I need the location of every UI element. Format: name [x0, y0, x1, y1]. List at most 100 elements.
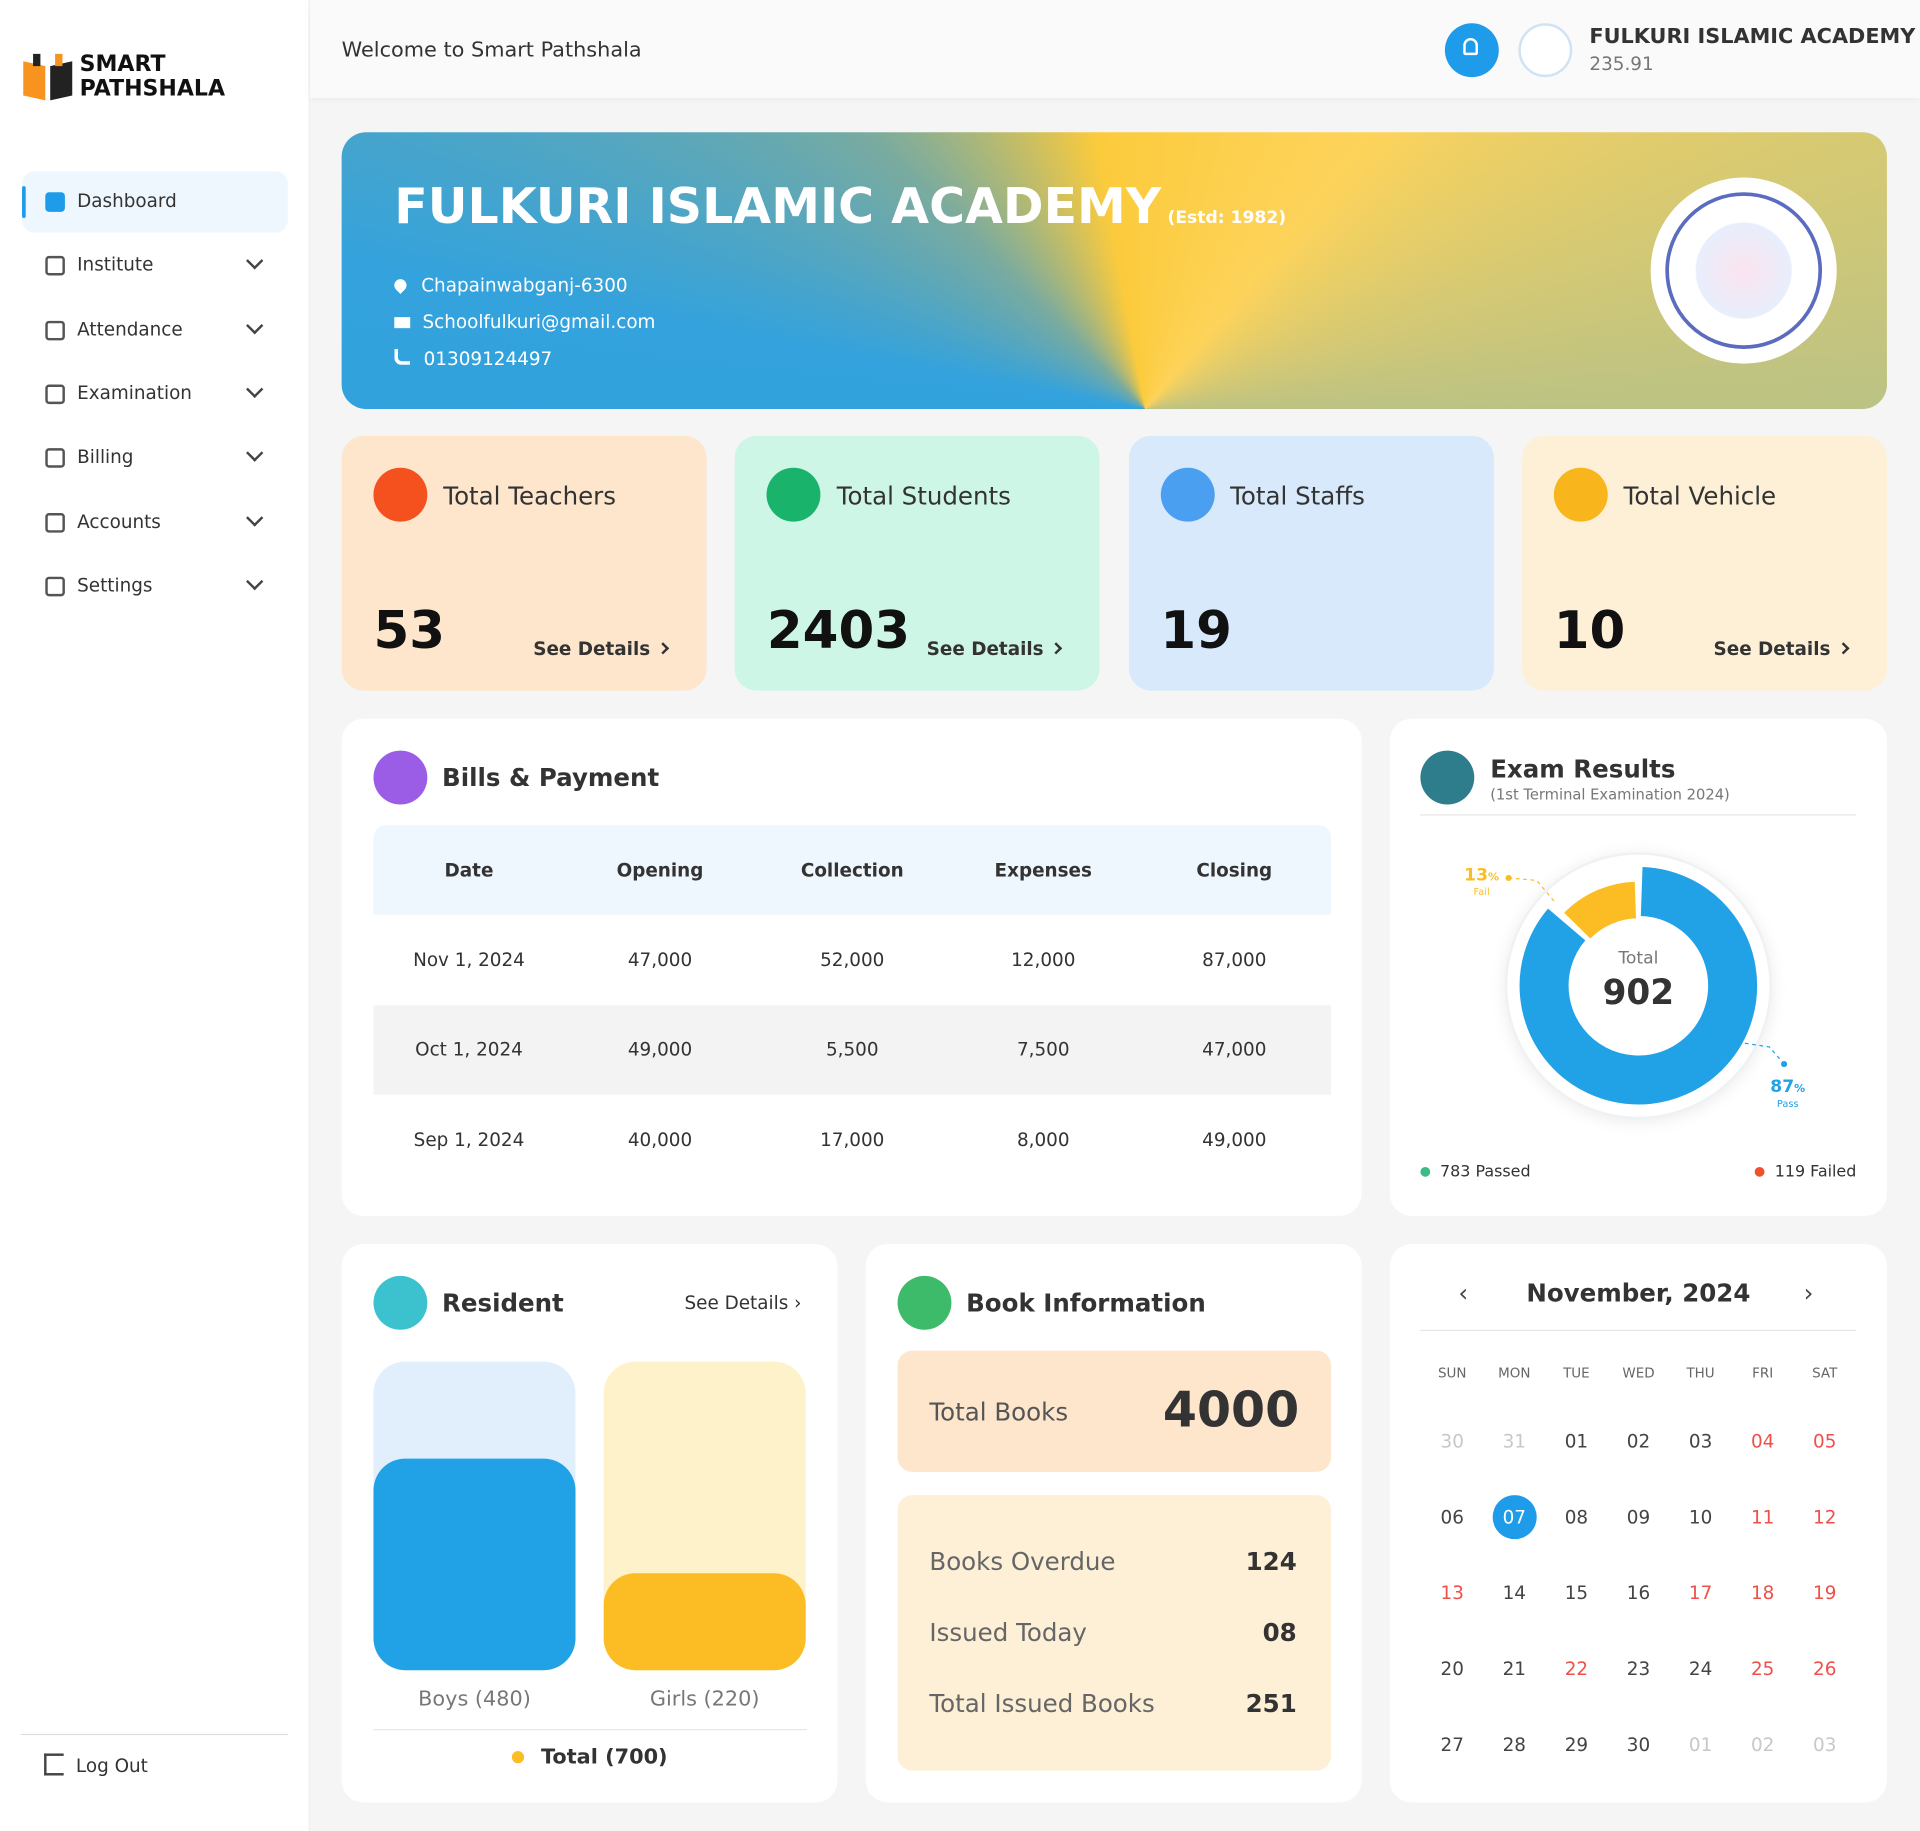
table-cell: 12,000 — [1011, 948, 1076, 972]
nav-item[interactable]: Dashboard — [22, 171, 288, 233]
pass-tag: Pass — [1777, 1099, 1799, 1110]
legend-dot — [1420, 1166, 1431, 1177]
day[interactable]: 10 — [1688, 1506, 1713, 1529]
welcome: Welcome to Smart Pathshala — [341, 37, 642, 63]
divider — [20, 1733, 288, 1736]
nav-label: Accounts — [77, 510, 161, 533]
address-text: Chapainwabganj-6300 — [421, 274, 628, 297]
school-name: FULKURI ISLAMIC ACADEMY — [1589, 24, 1916, 49]
see-details[interactable]: See Details › — [684, 1291, 802, 1314]
day[interactable]: 02 — [1750, 1733, 1775, 1756]
chevron — [246, 572, 264, 591]
bar-label: Girls (220) — [650, 1687, 760, 1711]
day[interactable]: 03 — [1688, 1430, 1713, 1453]
logo-icon — [23, 53, 73, 101]
brand: SMART PATHSHALA — [80, 52, 225, 102]
prev-month[interactable]: ‹ — [1458, 1278, 1469, 1308]
day[interactable]: 23 — [1626, 1657, 1651, 1681]
day[interactable]: 08 — [1564, 1506, 1589, 1529]
see-details[interactable]: See Details — [1714, 638, 1850, 660]
day[interactable]: 11 — [1750, 1506, 1775, 1529]
day[interactable]: 05 — [1813, 1430, 1837, 1453]
nav-item[interactable]: Settings — [22, 556, 288, 617]
nav-item[interactable]: Accounts — [22, 492, 288, 553]
day[interactable]: 24 — [1688, 1657, 1713, 1681]
fail-leader — [1508, 877, 1556, 903]
nav-icon — [45, 256, 65, 276]
day[interactable]: 09 — [1626, 1506, 1651, 1529]
day[interactable]: 19 — [1813, 1582, 1837, 1605]
column-header: Opening — [616, 859, 704, 882]
bills-title: Bills & Payment — [442, 762, 660, 793]
day[interactable]: 03 — [1813, 1733, 1837, 1756]
table-cell: Nov 1, 2024 — [413, 948, 525, 972]
header: Welcome to Smart Pathshala FULKURI ISLAM… — [309, 0, 1920, 98]
stat-value: 2403 — [766, 600, 911, 661]
day[interactable]: 27 — [1440, 1733, 1464, 1756]
resident-title: Resident — [442, 1288, 564, 1318]
day[interactable]: 21 — [1502, 1657, 1527, 1681]
address: Chapainwabganj-6300 — [391, 267, 655, 304]
day[interactable]: 12 — [1813, 1506, 1837, 1529]
divider — [373, 1728, 807, 1731]
banner-title: FULKURI ISLAMIC ACADEMY (Estd: 1982) — [394, 179, 1286, 235]
day[interactable]: 01 — [1688, 1733, 1713, 1756]
day[interactable]: 31 — [1502, 1430, 1527, 1453]
day[interactable]: 04 — [1750, 1430, 1775, 1453]
day[interactable]: 29 — [1564, 1733, 1589, 1756]
selected-day — [1492, 1495, 1537, 1540]
stat-icon — [373, 467, 428, 522]
day[interactable]: 13 — [1440, 1582, 1464, 1605]
table-cell: 47,000 — [1202, 1038, 1267, 1061]
chevron — [246, 444, 264, 462]
day[interactable]: 15 — [1564, 1582, 1589, 1605]
nav-icon — [45, 320, 65, 340]
day[interactable]: 26 — [1813, 1657, 1837, 1681]
day[interactable]: 28 — [1502, 1733, 1527, 1756]
day[interactable]: 02 — [1626, 1430, 1651, 1453]
see-details[interactable]: See Details — [533, 638, 670, 660]
day[interactable]: 16 — [1626, 1582, 1651, 1605]
day[interactable]: 20 — [1440, 1657, 1464, 1681]
logout-icon — [44, 1753, 64, 1776]
day[interactable]: 06 — [1440, 1506, 1464, 1529]
weekday: MON — [1498, 1365, 1531, 1382]
bar-label: Boys (480) — [418, 1687, 531, 1711]
nav-item[interactable]: Institute — [22, 235, 288, 296]
nav-item[interactable]: Attendance — [22, 300, 288, 361]
table-cell: 47,000 — [627, 948, 693, 972]
column-header: Closing — [1196, 859, 1273, 882]
day[interactable]: 07 — [1502, 1506, 1527, 1529]
day[interactable]: 17 — [1688, 1582, 1713, 1605]
see-details[interactable]: See Details — [927, 638, 1063, 660]
resident-icon — [373, 1275, 428, 1330]
day[interactable]: 18 — [1750, 1582, 1775, 1605]
active-indicator — [22, 186, 26, 218]
day[interactable]: 14 — [1502, 1582, 1527, 1605]
next-month[interactable]: › — [1803, 1278, 1814, 1308]
stat-icon — [1160, 467, 1215, 522]
weekday: THU — [1686, 1365, 1715, 1382]
nav-icon — [45, 576, 65, 597]
total-label: Total (700) — [540, 1744, 668, 1770]
day[interactable]: 25 — [1750, 1657, 1775, 1681]
email: Schoolfulkuri@gmail.com — [394, 304, 655, 341]
day[interactable]: 30 — [1626, 1733, 1651, 1756]
logout[interactable]: Log Out — [44, 1753, 148, 1777]
table-header — [373, 825, 1332, 915]
legend-passed: 783 Passed — [1420, 1163, 1531, 1182]
day[interactable]: 30 — [1440, 1430, 1464, 1453]
pass-percent: 87% — [1770, 1077, 1805, 1097]
stat-card: Total Students 2403 See Details — [735, 435, 1100, 691]
mail-icon — [394, 317, 411, 329]
day[interactable]: 01 — [1564, 1430, 1589, 1453]
nav-item[interactable]: Examination — [22, 364, 288, 425]
book-label: Books Overdue — [929, 1546, 1116, 1576]
nav-item[interactable]: Billing — [22, 428, 288, 489]
bell-button[interactable] — [1444, 23, 1499, 78]
stat-label: Total Students — [836, 481, 1011, 511]
books-icon — [897, 1275, 952, 1330]
bills-icon — [373, 750, 428, 805]
day[interactable]: 22 — [1564, 1657, 1589, 1681]
banner: FULKURI ISLAMIC ACADEMY (Estd: 1982) Cha… — [341, 132, 1887, 409]
